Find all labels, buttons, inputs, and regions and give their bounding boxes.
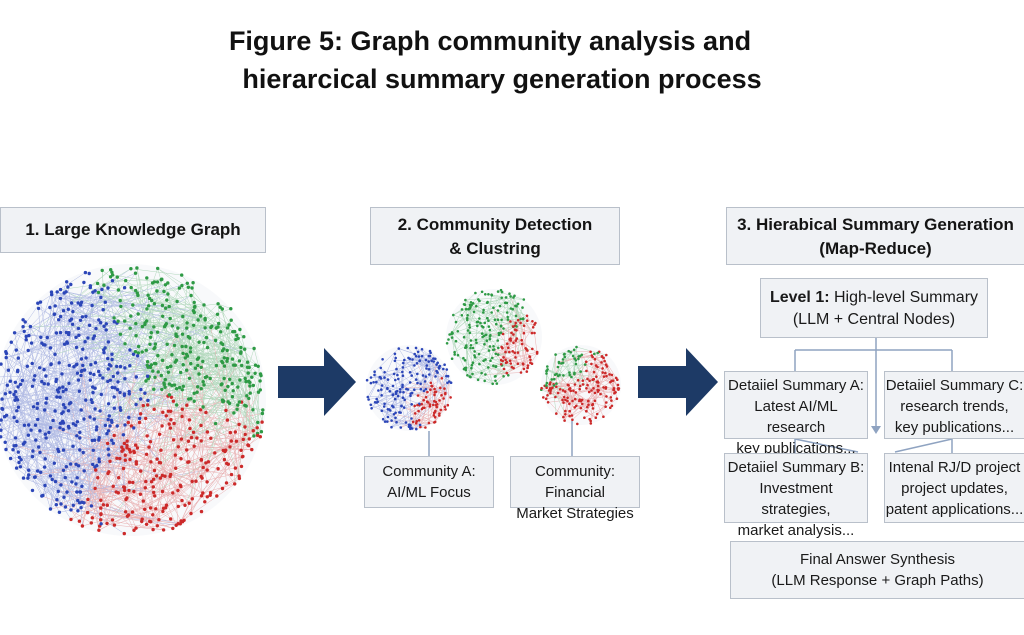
large-knowledge-graph [0,264,266,536]
figure-title-line2: hierarcical summary generation process [242,64,762,94]
step3-header: 3. Hierabical Summary Generation (Map-Re… [726,207,1024,265]
figure-title-line1: Figure 5: Graph community analysis and [228,26,752,56]
internal-rd-summary: Intenal RJ/D project project updates, pa… [884,453,1024,523]
summary-tree-connectors [794,337,953,454]
detailed-summary-a: Detaiiel Summary A: Latest AI/ML researc… [724,371,868,457]
detailed-summary-c: Detaiiel Summary C: research trends, key… [884,371,1024,439]
community-b-cluster [540,345,621,426]
arrow-step1-to-step2 [278,348,356,416]
step1-header: 1. Large Knowledge Graph [0,207,266,253]
community-b-label: Community: Financial Market Strategies [510,456,640,522]
community-a-cluster [365,345,453,431]
tree-arrowhead [871,426,881,434]
community-a-label: Community A: AI/ML Focus [364,456,494,508]
final-answer-synthesis: Final Answer Synthesis (LLM Response + G… [730,541,1024,599]
step2-header: 2. Community Detection & Clustring [370,207,620,265]
arrow-step2-to-step3 [638,348,718,416]
level1-summary-box: Level 1: High-level Summary (LLM + Centr… [760,278,988,338]
detailed-summary-b: Detaiiel Summary B: Investment strategie… [724,453,868,539]
community-top-cluster [445,288,542,386]
